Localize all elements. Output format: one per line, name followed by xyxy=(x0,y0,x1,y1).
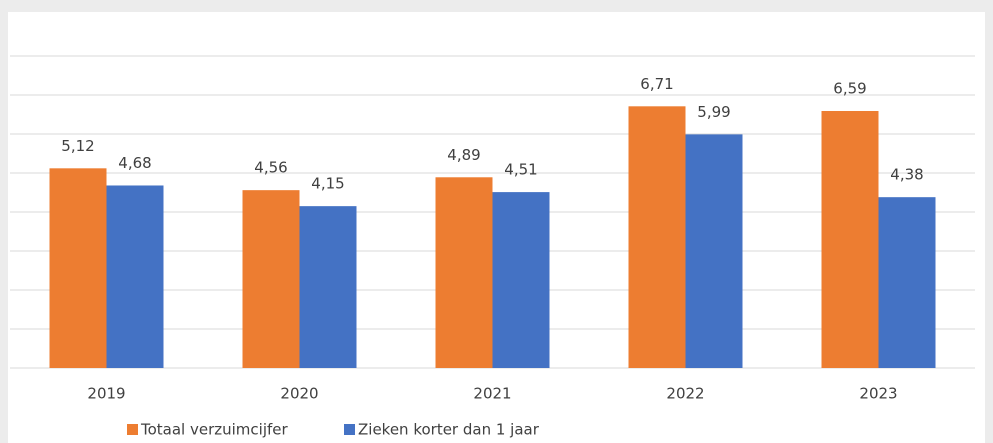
data-label: 5,12 xyxy=(61,137,94,155)
data-label: 4,68 xyxy=(118,154,151,172)
data-label: 6,59 xyxy=(833,79,866,97)
x-tick-label: 2020 xyxy=(280,385,318,403)
legend-swatch xyxy=(344,424,355,435)
bar xyxy=(242,190,300,368)
legend-label: Totaal verzuimcijfer xyxy=(140,421,289,439)
bar xyxy=(821,110,879,369)
bar xyxy=(49,168,107,368)
data-label: 5,99 xyxy=(697,103,730,121)
data-label: 4,56 xyxy=(254,159,287,177)
x-tick-label: 2021 xyxy=(473,385,511,403)
bar xyxy=(628,106,686,368)
bar xyxy=(685,134,743,368)
data-label: 4,51 xyxy=(504,161,537,179)
bar xyxy=(878,197,936,368)
bar xyxy=(435,177,493,368)
legend-label: Zieken korter dan 1 jaar xyxy=(358,421,540,439)
bar xyxy=(299,206,357,368)
data-label: 6,71 xyxy=(640,75,673,93)
x-tick-label: 2022 xyxy=(666,385,704,403)
legend-swatch xyxy=(127,424,138,435)
data-label: 4,89 xyxy=(447,146,480,164)
data-label: 4,15 xyxy=(311,175,344,193)
bar xyxy=(492,192,550,368)
bar xyxy=(106,185,164,368)
x-tick-label: 2019 xyxy=(87,385,125,403)
x-tick-label: 2023 xyxy=(859,385,897,403)
data-label: 4,38 xyxy=(890,166,923,184)
